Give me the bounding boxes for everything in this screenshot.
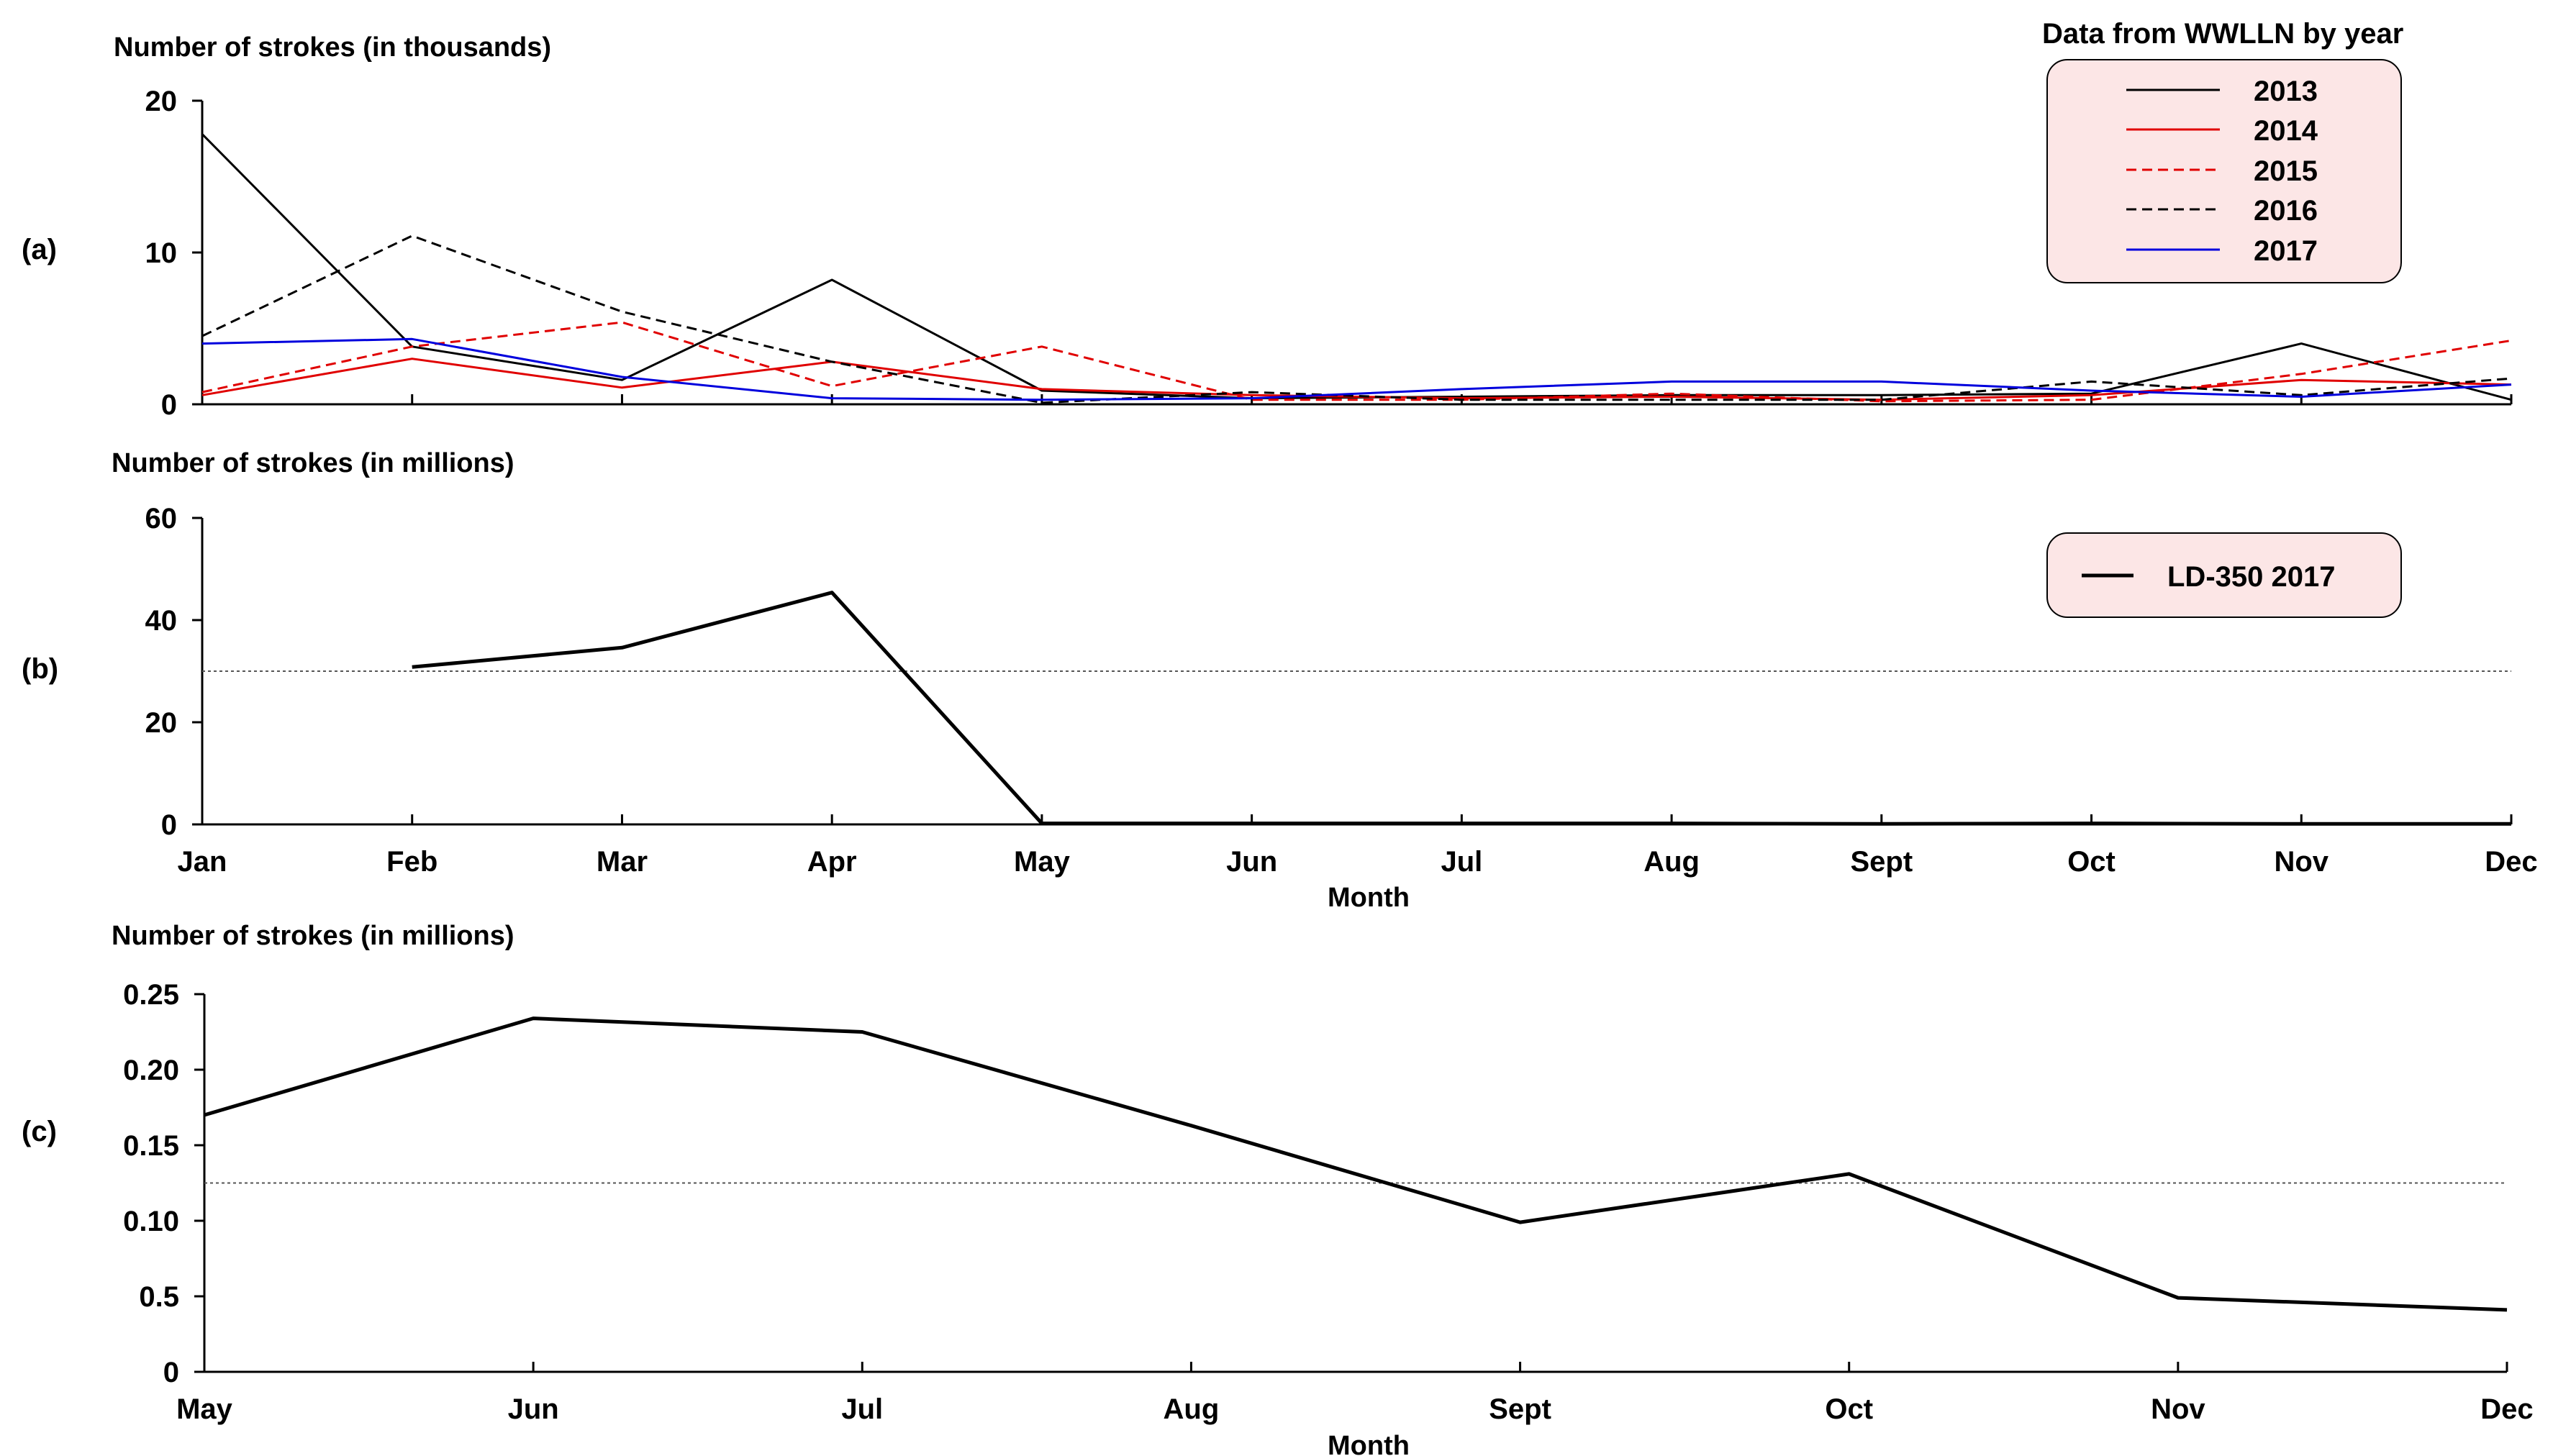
panel-c-axes: 0 0.5 0.10 0.15 0.20 0.25 May Jun Jul Aug Sept Oct N… [123, 979, 2534, 1425]
y-tick-label: 0.10 [123, 1206, 179, 1237]
x-tick-label: Apr [807, 846, 857, 878]
x-tick-label: Jul [841, 1393, 883, 1425]
legend-label-2013: 2013 [2254, 76, 2318, 107]
panel-a: Number of strokes (in thousands) (a) 0 10… [22, 18, 2513, 421]
x-tick-label: Aug [1643, 846, 1700, 878]
legend-item-2014: 2014 [2126, 115, 2318, 147]
series-line-2016 [201, 235, 2512, 404]
x-tick-label: Nov [2274, 846, 2328, 878]
panel-a-series [201, 133, 2512, 404]
legend-label-2016: 2016 [2254, 195, 2318, 227]
legend-item-2015: 2015 [2126, 155, 2318, 187]
y-tick-label: 10 [145, 237, 178, 269]
x-tick-label: Aug [1164, 1393, 1220, 1425]
panel-b-ylabel: Number of strokes (in millions) [112, 448, 514, 478]
x-tick-label: Jun [508, 1393, 559, 1425]
panel-b: Number of strokes (in millions) (b) 0 20 4… [22, 448, 2538, 913]
panel-b-xlabel: Month [1328, 883, 1410, 913]
legend-label-2015: 2015 [2254, 155, 2318, 187]
panel-c-series [204, 1016, 2508, 1312]
x-tick-label: May [1014, 846, 1071, 878]
panel-a-legend: 2013 2014 2015 2016 2017 [2046, 59, 2402, 283]
x-tick-label: Dec [2480, 1393, 2533, 1425]
x-tick-label: Feb [386, 846, 437, 878]
legend-label-2014: 2014 [2254, 115, 2318, 147]
series-line-2017 [201, 337, 2512, 401]
legend-box [2046, 59, 2402, 283]
y-tick-label: 20 [145, 707, 178, 739]
x-tick-label: Jan [178, 846, 227, 878]
legend-title: Data from WWLLN by year [2042, 18, 2403, 50]
panel-a-ylabel: Number of strokes (in thousands) [114, 32, 551, 63]
panel-b-legend: LD-350 2017 [2046, 532, 2402, 618]
panel-c-xlabel: Month [1328, 1431, 1410, 1456]
x-tick-label: Jun [1226, 846, 1277, 878]
panel-c-ylabel: Number of strokes (in millions) [112, 921, 514, 951]
legend-item-2017: 2017 [2126, 235, 2318, 267]
legend-item-2016: 2016 [2126, 195, 2318, 227]
y-tick-label: 0.5 [139, 1281, 179, 1313]
panel-b-axes: 0 20 40 60 Jan Feb Mar Apr May Jun Jul Aug Sept Oct No… [145, 503, 2538, 878]
panel-a-label: (a) [22, 234, 57, 265]
y-tick-label: 0 [161, 389, 177, 421]
y-tick-label: 0 [163, 1357, 179, 1388]
y-tick-label: 40 [145, 605, 178, 637]
panel-c-label: (c) [22, 1116, 57, 1147]
legend-label-2017: 2017 [2254, 235, 2318, 267]
x-tick-label: Mar [597, 846, 648, 878]
y-tick-label: 0 [161, 809, 177, 841]
x-tick-label: Sept [1489, 1393, 1551, 1425]
legend-box-b [2046, 532, 2402, 618]
series-line-ld-350-2017 [204, 1016, 2508, 1312]
y-tick-label: 0.15 [123, 1130, 179, 1162]
y-tick-label: 0.25 [123, 979, 179, 1011]
x-tick-label: Jul [1441, 846, 1482, 878]
x-tick-label: Oct [1825, 1393, 1873, 1425]
panel-a-axes: 0 10 20 [145, 86, 2513, 421]
series-line-ld-350-2017 [412, 591, 2511, 826]
panel-b-label: (b) [22, 653, 58, 685]
legend-item-2013: 2013 [2126, 76, 2318, 107]
y-tick-label: 60 [145, 503, 178, 534]
series-line-2015 [201, 321, 2512, 403]
x-tick-label: Nov [2151, 1393, 2205, 1425]
y-tick-label: 20 [145, 86, 178, 117]
panel-c: Number of strokes (in millions) (c) 0 0.5… [22, 921, 2534, 1456]
panel-b-series [412, 591, 2511, 826]
legend-label-ld350: LD-350 2017 [2167, 561, 2335, 593]
y-tick-label: 0.20 [123, 1055, 179, 1086]
x-tick-label: May [176, 1393, 233, 1425]
x-tick-label: Sept [1850, 846, 1913, 878]
x-tick-label: Oct [2067, 846, 2116, 878]
x-tick-label: Dec [2485, 846, 2537, 878]
